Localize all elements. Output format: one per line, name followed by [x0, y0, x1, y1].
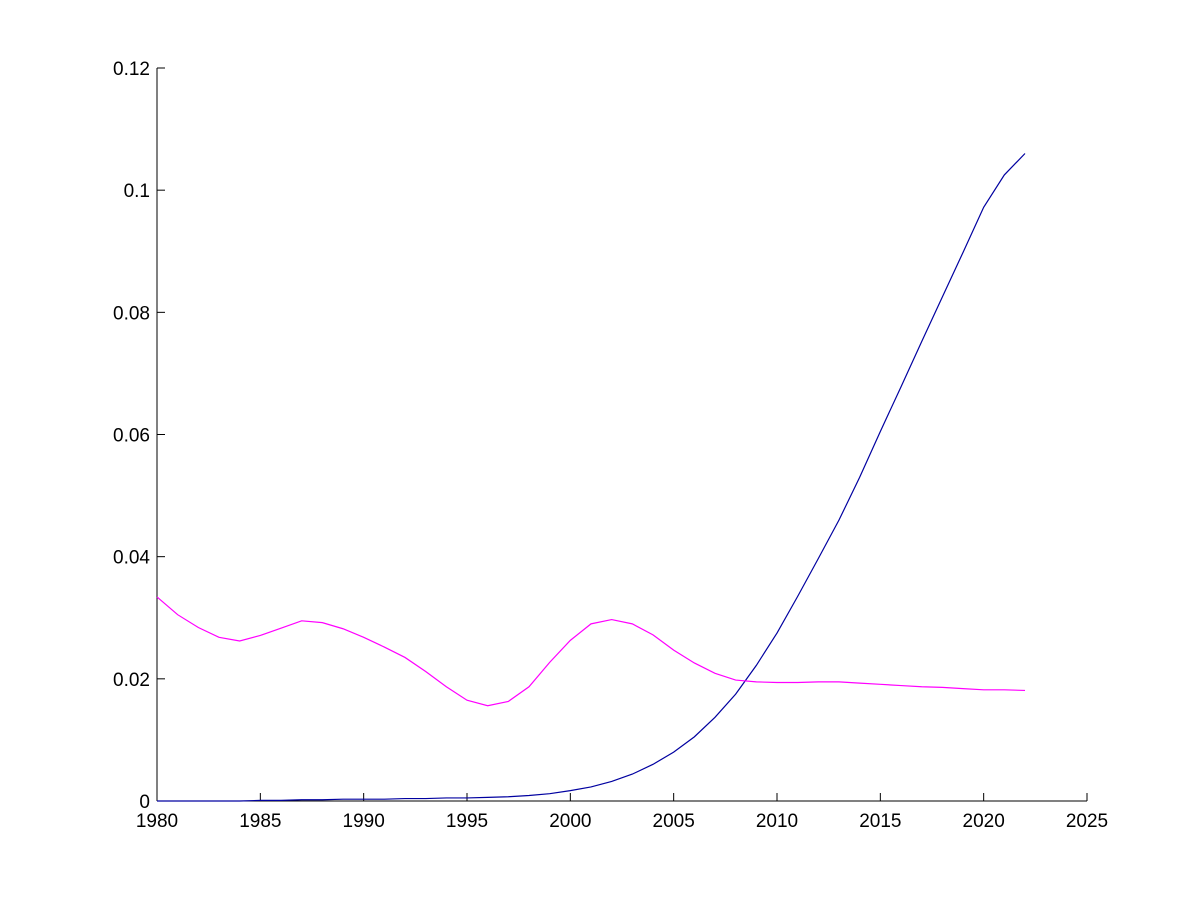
x-tick-label: 2010	[756, 811, 798, 832]
x-tick-label: 2025	[1066, 811, 1108, 832]
y-tick-label: 0.02	[113, 670, 150, 691]
x-tick-label: 1985	[239, 811, 281, 832]
x-tick-label: 1980	[136, 811, 178, 832]
y-tick-label: 0.08	[113, 303, 150, 324]
x-tick-label: 2015	[859, 811, 901, 832]
series-line-2	[156, 596, 1026, 707]
y-tick-label: 0.06	[113, 426, 150, 447]
axes: 1980 1985 1990 1995 2000 2005 2010 2015 2020 2025…	[113, 59, 1108, 832]
series-line-1	[157, 153, 1026, 802]
x-tick-label: 1995	[446, 811, 488, 832]
y-tick-label: 0.04	[113, 548, 150, 569]
y-tick-label: 0.12	[113, 59, 150, 80]
y-tick-label: 0.1	[124, 181, 150, 202]
x-tick-label: 1990	[343, 811, 385, 832]
x-tick-label: 2000	[549, 811, 591, 832]
x-tick-label: 2005	[653, 811, 695, 832]
x-tick-label: 2020	[963, 811, 1005, 832]
y-tick-label: 0	[139, 792, 150, 813]
series-layer	[156, 153, 1026, 802]
